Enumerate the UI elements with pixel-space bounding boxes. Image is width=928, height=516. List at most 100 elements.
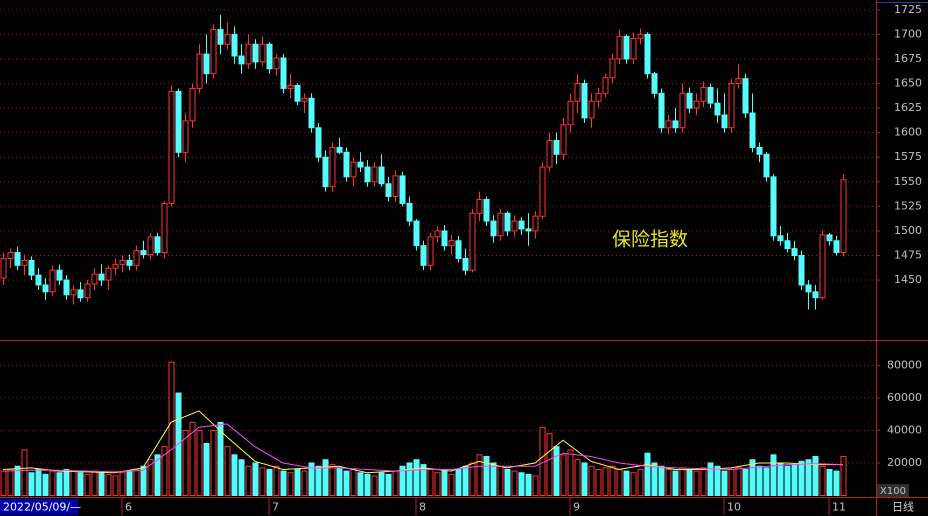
volume-bar	[497, 465, 504, 497]
volume-bar	[693, 470, 700, 496]
volume-bar	[245, 465, 252, 497]
volume-bar	[714, 465, 721, 497]
y-tick-label: 1675	[894, 52, 922, 65]
volume-bar	[476, 454, 483, 496]
candle-body	[630, 37, 637, 60]
candle-body	[672, 120, 679, 129]
candle-body	[721, 114, 728, 129]
volume-bar	[98, 472, 105, 496]
candle-body	[91, 273, 98, 285]
volume-tick-label: 40000	[887, 423, 922, 436]
volume-bar	[392, 470, 399, 496]
candle-body	[196, 53, 203, 89]
unit-box	[877, 484, 909, 497]
volume-bar	[287, 472, 294, 496]
volume-bar	[567, 449, 574, 497]
candle-body	[98, 273, 105, 281]
volume-bar	[756, 465, 763, 497]
volume-bar	[763, 467, 770, 496]
volume-bar	[343, 470, 350, 496]
volume-bar	[56, 472, 63, 496]
volume-bar	[483, 455, 490, 496]
volume-bar	[224, 446, 231, 497]
volume-bar	[21, 449, 28, 497]
x-tick-label: 11	[832, 501, 846, 514]
volume-bar	[112, 475, 119, 497]
candle-body	[84, 283, 91, 299]
y-tick-label: 1550	[894, 175, 922, 188]
candle-body	[623, 35, 630, 60]
y-tick-label: 1450	[894, 273, 922, 286]
volume-bar	[315, 465, 322, 497]
candle-body	[441, 230, 448, 247]
y-tick-label: 1600	[894, 126, 922, 139]
volume-bar	[434, 472, 441, 496]
volume-tick-label: 60000	[887, 391, 922, 404]
candle-body	[203, 53, 210, 75]
candle-body	[434, 230, 441, 238]
volume-bar	[728, 468, 735, 496]
candle-body	[756, 146, 763, 155]
candle-body	[147, 236, 154, 256]
candle-body	[371, 166, 378, 183]
candle-body	[560, 124, 567, 155]
candle-body	[567, 100, 574, 126]
candle-body	[266, 43, 273, 70]
candle-body	[406, 202, 413, 222]
volume-bar	[511, 470, 518, 496]
volume-bar	[518, 472, 525, 496]
volume-bar	[161, 446, 168, 497]
volume-tick-label: 80000	[887, 358, 922, 371]
volume-bar	[630, 472, 637, 496]
candle-body	[749, 112, 756, 148]
candle-body	[49, 269, 56, 293]
volume-bar	[371, 475, 378, 497]
volume-bar	[553, 446, 560, 497]
x-tick-label: 10	[727, 501, 741, 514]
volume-bar	[742, 468, 749, 496]
volume-bar	[616, 468, 623, 496]
volume-bar	[217, 421, 224, 497]
volume-bar	[126, 470, 133, 496]
candle-body	[35, 274, 42, 286]
candle-body	[392, 175, 399, 198]
candle-body	[644, 33, 651, 75]
volume-bar	[833, 470, 840, 496]
candle-body	[21, 259, 28, 266]
volume-unit: X100	[880, 486, 906, 497]
candle-body	[294, 84, 301, 102]
candle-body	[308, 97, 315, 129]
candle-body	[469, 212, 476, 271]
volume-bar	[259, 467, 266, 496]
volume-bar	[812, 455, 819, 496]
volume-bar	[448, 473, 455, 496]
candle-body	[378, 166, 385, 185]
candle-body	[105, 267, 112, 281]
volume-bar	[329, 464, 336, 497]
x-tick-label: 8	[419, 501, 426, 514]
volume-bar	[588, 465, 595, 497]
candle-body	[175, 90, 182, 153]
volume-bar	[336, 467, 343, 496]
candle-body	[322, 156, 329, 188]
volume-bar	[623, 470, 630, 496]
candle-body	[819, 234, 826, 299]
candle-body	[385, 183, 392, 198]
candle-body	[742, 78, 749, 114]
volume-bar	[798, 460, 805, 497]
volume-bar	[749, 459, 756, 496]
candle-body	[427, 236, 434, 266]
volume-ma-line	[2, 410, 843, 474]
volume-bar	[609, 465, 616, 497]
candle-body	[462, 257, 469, 271]
candle-body	[693, 100, 700, 109]
y-tick-label: 1650	[894, 77, 922, 90]
candle-body	[56, 269, 63, 281]
volume-bar	[679, 467, 686, 496]
volume-bar	[91, 470, 98, 496]
volume-bar	[385, 473, 392, 496]
volume-bar	[595, 468, 602, 496]
volume-bar	[301, 470, 308, 496]
candle-body	[413, 220, 420, 247]
